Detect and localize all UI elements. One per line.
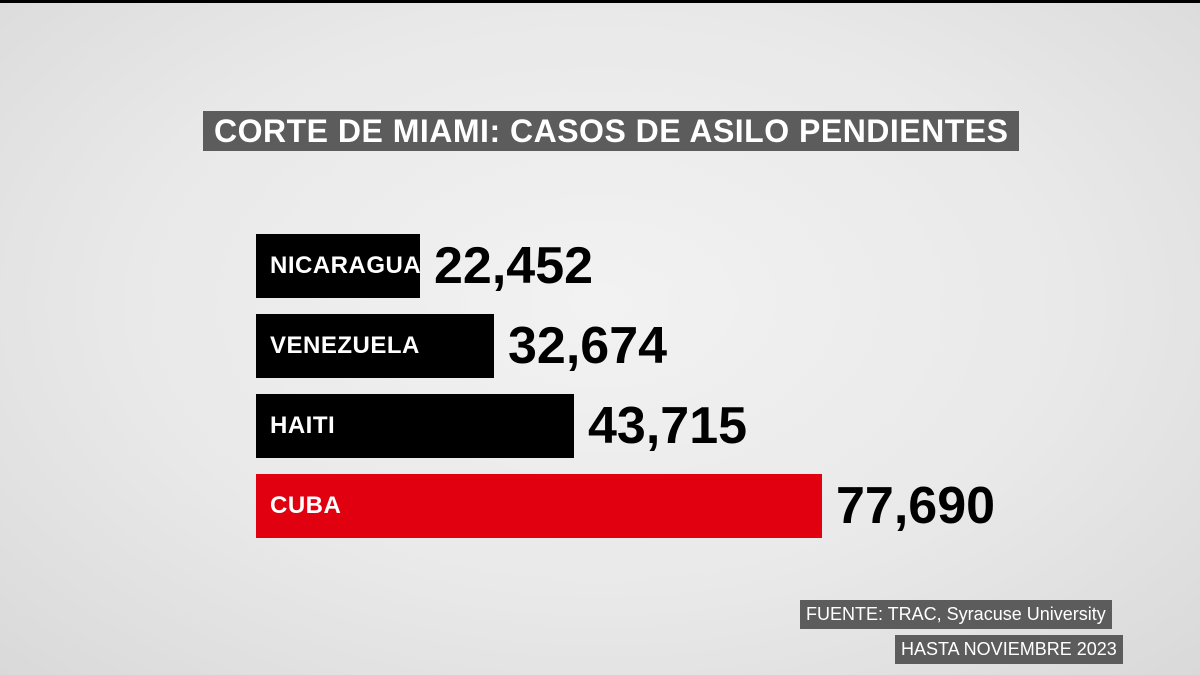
bar-label-nicaragua: NICARAGUA (270, 252, 422, 279)
bar-value-nicaragua: 22,452 (434, 237, 594, 295)
bar-cuba: CUBA (256, 474, 822, 538)
bar-label-venezuela: VENEZUELA (270, 332, 420, 359)
bar-label-cuba: CUBA (270, 492, 342, 519)
bar-value-haiti: 43,715 (588, 397, 748, 455)
bar-nicaragua: NICARAGUA (256, 234, 422, 298)
top-border (0, 0, 1200, 3)
bar-haiti: HAITI (256, 394, 574, 458)
bar-value-cuba: 77,690 (836, 477, 996, 535)
date-caption: HASTA NOVIEMBRE 2023 (895, 635, 1123, 664)
chart-title: CORTE DE MIAMI: CASOS DE ASILO PENDIENTE… (203, 111, 1020, 151)
bar-venezuela: VENEZUELA (256, 314, 494, 378)
source-caption: FUENTE: TRAC, Syracuse University (800, 600, 1112, 629)
bar-label-haiti: HAITI (270, 412, 336, 439)
bar-value-venezuela: 32,674 (508, 317, 668, 375)
